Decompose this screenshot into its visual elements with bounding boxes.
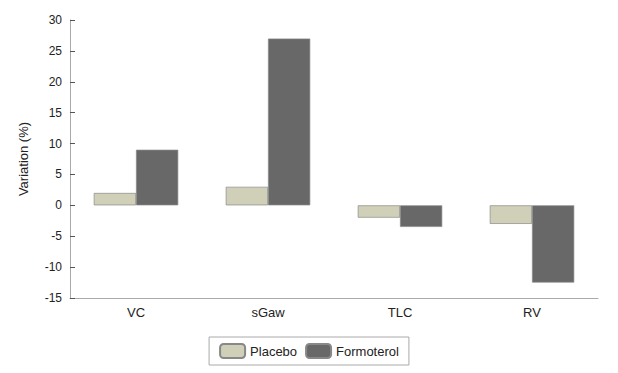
svg-text:25: 25 bbox=[49, 44, 63, 58]
svg-text:-10: -10 bbox=[45, 260, 63, 274]
svg-text:10: 10 bbox=[49, 137, 63, 151]
svg-text:-15: -15 bbox=[45, 291, 63, 305]
svg-text:sGaw: sGaw bbox=[251, 305, 285, 320]
svg-text:5: 5 bbox=[55, 167, 62, 181]
svg-text:30: 30 bbox=[49, 13, 63, 27]
svg-text:-5: -5 bbox=[51, 229, 62, 243]
svg-text:VC: VC bbox=[127, 305, 145, 320]
svg-text:Formoterol: Formoterol bbox=[336, 344, 399, 359]
svg-text:20: 20 bbox=[49, 75, 63, 89]
svg-text:RV: RV bbox=[523, 305, 541, 320]
svg-text:Variation (%): Variation (%) bbox=[16, 122, 31, 196]
svg-text:Placebo: Placebo bbox=[250, 344, 297, 359]
svg-text:0: 0 bbox=[55, 198, 62, 212]
svg-text:TLC: TLC bbox=[388, 305, 413, 320]
svg-text:15: 15 bbox=[49, 106, 63, 120]
